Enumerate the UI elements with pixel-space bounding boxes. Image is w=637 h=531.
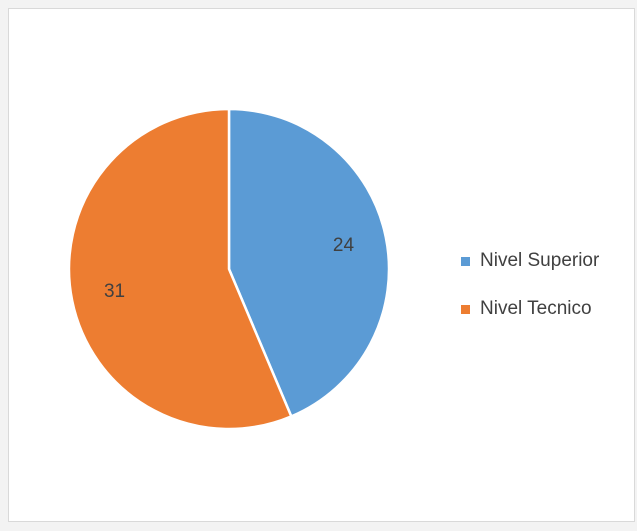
pie-slice-nivel-superior [227, 107, 391, 418]
chart-area: 24 31 Nivel Superior Nivel Tecnico [8, 8, 635, 522]
legend-swatch-nivel-tecnico [461, 304, 470, 314]
legend-label-nivel-tecnico: Nivel Tecnico [480, 298, 592, 319]
legend: Nivel Superior Nivel Tecnico [461, 237, 599, 333]
data-label-nivel-superior: 24 [333, 235, 355, 256]
pie-chart: 24 31 [67, 107, 391, 431]
pie-slice-nivel-tecnico [67, 107, 293, 431]
legend-item-nivel-tecnico: Nivel Tecnico [461, 285, 599, 333]
data-label-nivel-tecnico: 31 [104, 281, 125, 302]
legend-swatch-nivel-superior [461, 256, 470, 266]
legend-label-nivel-superior: Nivel Superior [480, 250, 600, 271]
legend-item-nivel-superior: Nivel Superior [461, 237, 599, 285]
